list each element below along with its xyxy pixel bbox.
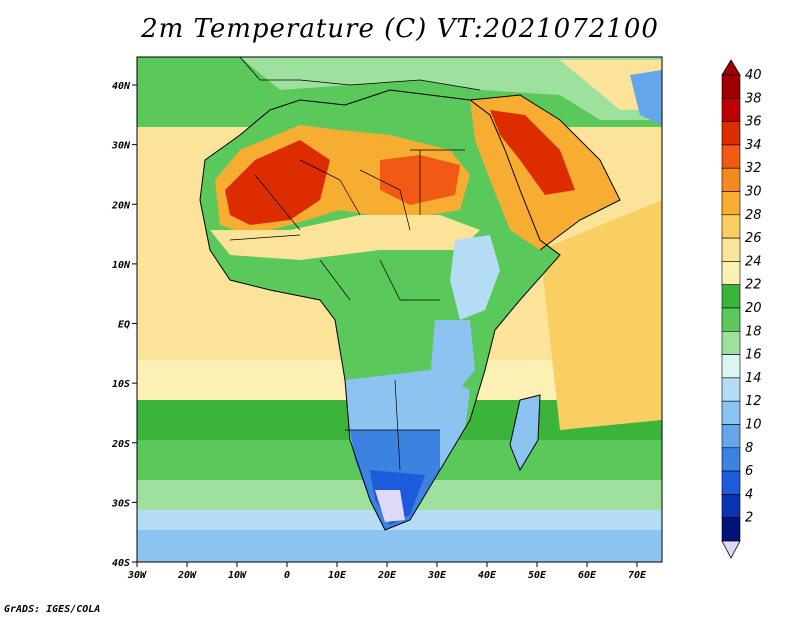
lon-tick-label: 30E	[427, 570, 447, 581]
lon-tick-label: 70E	[628, 570, 647, 581]
colorbar-swatch	[721, 121, 741, 146]
colorbar-swatch	[721, 354, 741, 379]
lon-tick-label: 0	[284, 570, 290, 581]
colorbar-swatch	[721, 237, 741, 262]
arabia-hot	[490, 110, 575, 195]
sahel-band	[210, 215, 480, 260]
colorbar-swatch	[721, 214, 741, 239]
colorbar-label: 30	[745, 185, 762, 200]
sahara-hot-west	[225, 140, 330, 225]
colorbar-swatch	[721, 517, 741, 542]
colorbar-label: 32	[745, 161, 762, 176]
colorbar-top-arrow	[721, 59, 741, 76]
colorbar-label: 10	[745, 418, 762, 433]
colorbar-label: 12	[745, 394, 762, 409]
lat-tick-label: 30S	[111, 498, 130, 509]
lon-tick-label: 20W	[177, 570, 197, 581]
colorbar-label: 8	[745, 441, 753, 456]
lat-tick-label: 20N	[111, 200, 131, 211]
lat-tick-label: 20S	[111, 439, 130, 450]
colorbar-label: 22	[745, 278, 762, 293]
colorbar-label: 20	[745, 301, 762, 316]
ocean-band-6	[137, 530, 662, 562]
lon-tick-label: 10E	[328, 570, 347, 581]
colorbar-swatch	[721, 470, 741, 495]
lon-tick-label: 30W	[127, 570, 147, 581]
lat-tick-label: 30N	[111, 141, 131, 152]
colorbar-swatch	[721, 400, 741, 425]
colorbar-label: 38	[745, 91, 762, 106]
arabia-coastline	[469, 94, 621, 251]
lat-tick-label: 10N	[112, 260, 131, 271]
lat-tick-label: 40S	[112, 558, 130, 569]
colorbar-swatch	[721, 144, 741, 169]
colorbar-label: 40	[745, 68, 762, 83]
colorbar-swatch	[721, 424, 741, 449]
lon-tick-label: 40E	[478, 570, 497, 581]
gulf-guinea	[137, 300, 330, 360]
colorbar: 40 38 36 34 32 30 28 26 24 22 20 18 16 14 12 10 8 6 4 2	[721, 59, 762, 559]
latitude-axis: 40N 30N 20N 10N EQ 10S 20S 30S 40S	[111, 81, 137, 569]
atlantic-tropical	[137, 150, 220, 270]
indian-ocean-warm	[540, 200, 662, 430]
ethiopia-highlands	[450, 235, 500, 320]
colorbar-label: 34	[745, 138, 762, 153]
colorbar-swatch	[721, 330, 741, 355]
map-title: 2m Temperature (C) VT:2021072100	[141, 14, 659, 44]
colorbar-label: 24	[745, 254, 762, 269]
map-field	[137, 57, 662, 562]
colorbar-swatch	[721, 191, 741, 216]
lon-tick-label: 20E	[377, 570, 397, 581]
colorbar-swatch	[721, 284, 741, 309]
colorbar-swatch	[721, 447, 741, 472]
colorbar-label: 2	[745, 511, 753, 526]
lesotho-coldest	[375, 490, 405, 522]
colorbar-label: 6	[745, 464, 753, 479]
lat-tick-label: EQ	[118, 320, 130, 331]
madagascar	[510, 395, 540, 470]
colorbar-swatch	[721, 74, 741, 99]
colorbar-label: 16	[745, 348, 762, 363]
credit-label: GrADS: IGES/COLA	[4, 604, 101, 615]
colorbar-label: 26	[745, 231, 762, 246]
himalaya-cold	[630, 70, 662, 125]
europe-land	[240, 57, 662, 120]
colorbar-label: 4	[745, 487, 753, 502]
colorbar-swatch	[721, 377, 741, 402]
colorbar-label: 28	[745, 208, 762, 223]
lon-tick-label: 60E	[578, 570, 597, 581]
lat-tick-label: 10S	[112, 379, 130, 390]
longitude-axis: 30W 20W 10W 0 10E 20E 30E 40E 50E 60E 70E	[127, 562, 647, 581]
europe-coastline	[239, 57, 481, 91]
colorbar-bottom-arrow	[721, 540, 741, 559]
colorbar-swatch	[721, 307, 741, 332]
map-frame	[136, 56, 663, 563]
africa-coastline	[199, 89, 561, 531]
lon-tick-label: 50E	[528, 570, 547, 581]
colorbar-swatch	[721, 261, 741, 285]
lon-tick-label: 10W	[228, 570, 247, 581]
colorbar-swatch	[721, 494, 741, 518]
country-borders	[229, 149, 465, 471]
lat-tick-label: 40N	[112, 81, 131, 92]
colorbar-swatch	[721, 98, 741, 122]
colorbar-swatch	[721, 167, 741, 192]
madagascar-coastline	[509, 394, 541, 472]
colorbar-label: 18	[745, 324, 762, 339]
colorbar-label: 36	[745, 115, 762, 130]
colorbar-label: 14	[745, 371, 762, 386]
